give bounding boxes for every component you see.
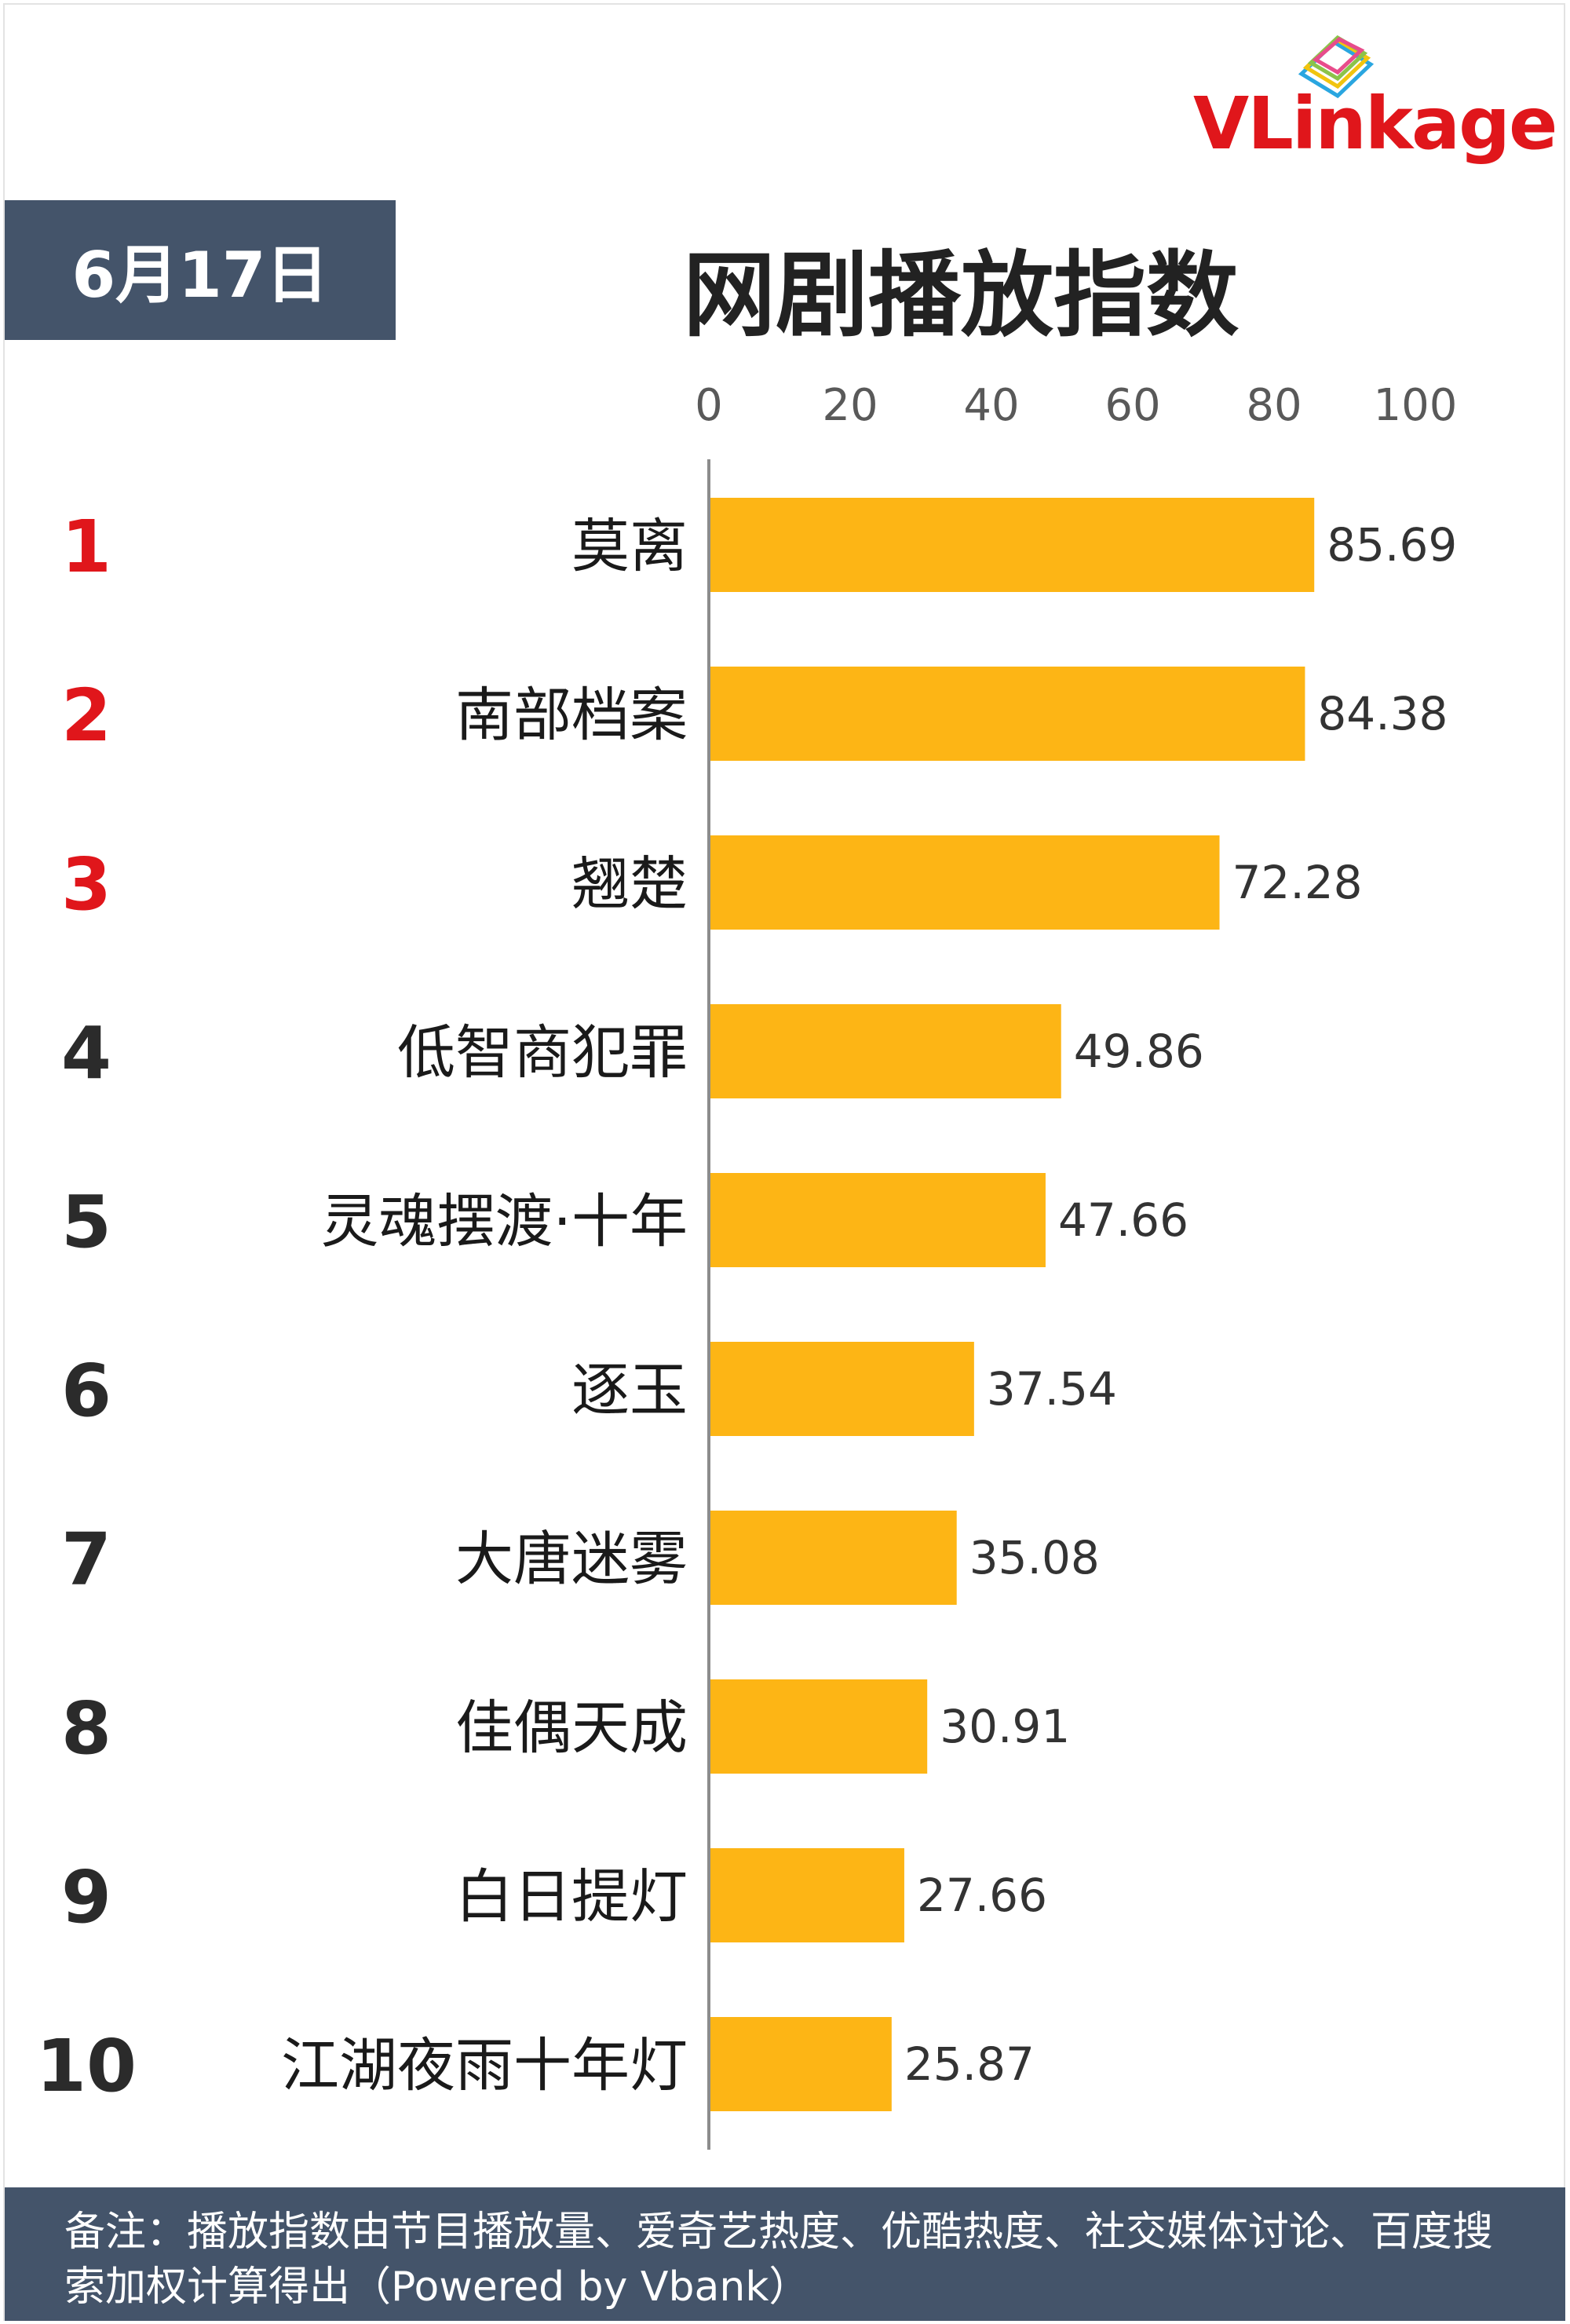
bar[interactable] (709, 1679, 928, 1774)
x-tick-label: 0 (695, 380, 723, 431)
bar[interactable] (709, 1848, 904, 1942)
footer-note-bar: 备注：播放指数由节目播放量、爱奇艺热度、优酷热度、社交媒体讨论、百度搜索加权计算… (5, 2187, 1565, 2321)
rank-number: 4 (61, 1011, 111, 1095)
footer-note: 备注：播放指数由节目播放量、爱奇艺热度、优酷热度、社交媒体讨论、百度搜索加权计算… (64, 2209, 1494, 2311)
vlinkage-logo: VLinkage (1193, 28, 1557, 170)
rank-number: 3 (61, 842, 111, 926)
bar-value-label: 47.66 (1058, 1193, 1188, 1247)
x-tick-label: 100 (1374, 380, 1458, 431)
bar[interactable] (709, 1511, 957, 1605)
bar-value-label: 25.87 (904, 2037, 1035, 2091)
date-badge: 6月17日 (5, 200, 396, 340)
chart-title: 网剧播放指数 (683, 241, 1240, 349)
rank-number: 7 (61, 1518, 111, 1602)
bar[interactable] (709, 498, 1315, 592)
show-name-label: 莫离 (571, 513, 688, 580)
show-name-label: 逐玉 (571, 1357, 688, 1424)
logo-cards-icon (1298, 35, 1375, 99)
rank-number: 6 (61, 1349, 111, 1433)
bar[interactable] (709, 835, 1220, 930)
bar[interactable] (709, 1173, 1046, 1267)
bar-chart: 0 20 40 60 80 10085.69莫离184.38南部档案272.28翘楚349… (36, 380, 1458, 2150)
x-tick-label: 60 (1104, 380, 1160, 431)
bar[interactable] (709, 1342, 974, 1436)
show-name-label: 南部档案 (455, 681, 688, 749)
x-tick-label: 40 (963, 380, 1019, 431)
show-name-label: 灵魂摆渡·十年 (320, 1188, 688, 1255)
logo-text: VLinkage (1193, 82, 1557, 166)
show-name-label: 白日提灯 (455, 1863, 688, 1931)
show-name-label: 翘楚 (571, 850, 688, 918)
date-text: 6月17日 (71, 239, 329, 312)
bar-value-label: 49.86 (1074, 1025, 1204, 1078)
show-name-label: 大唐迷雾 (455, 1526, 688, 1593)
bar-value-label: 37.54 (987, 1362, 1117, 1416)
rank-number: 1 (61, 505, 111, 589)
bar-value-label: 27.66 (917, 1869, 1047, 1922)
bar-value-label: 72.28 (1232, 856, 1363, 909)
show-name-label: 低智商犯罪 (397, 1019, 688, 1087)
rank-number: 2 (61, 674, 111, 758)
bar[interactable] (709, 1004, 1061, 1098)
bar[interactable] (709, 667, 1305, 761)
bar-value-label: 30.91 (940, 1700, 1070, 1753)
rank-number: 10 (36, 2024, 137, 2108)
rank-number: 5 (61, 1180, 111, 1264)
bar[interactable] (709, 2017, 892, 2111)
bar-value-label: 84.38 (1317, 687, 1448, 740)
show-name-label: 江湖夜雨十年灯 (281, 2032, 688, 2099)
show-name-label: 佳偶天成 (455, 1694, 688, 1762)
bar-value-label: 35.08 (969, 1531, 1100, 1584)
x-tick-label: 80 (1246, 380, 1302, 431)
rank-number: 8 (61, 1686, 111, 1770)
rank-number: 9 (61, 1855, 111, 1939)
bar-value-label: 85.69 (1327, 518, 1457, 572)
x-tick-label: 20 (822, 380, 878, 431)
